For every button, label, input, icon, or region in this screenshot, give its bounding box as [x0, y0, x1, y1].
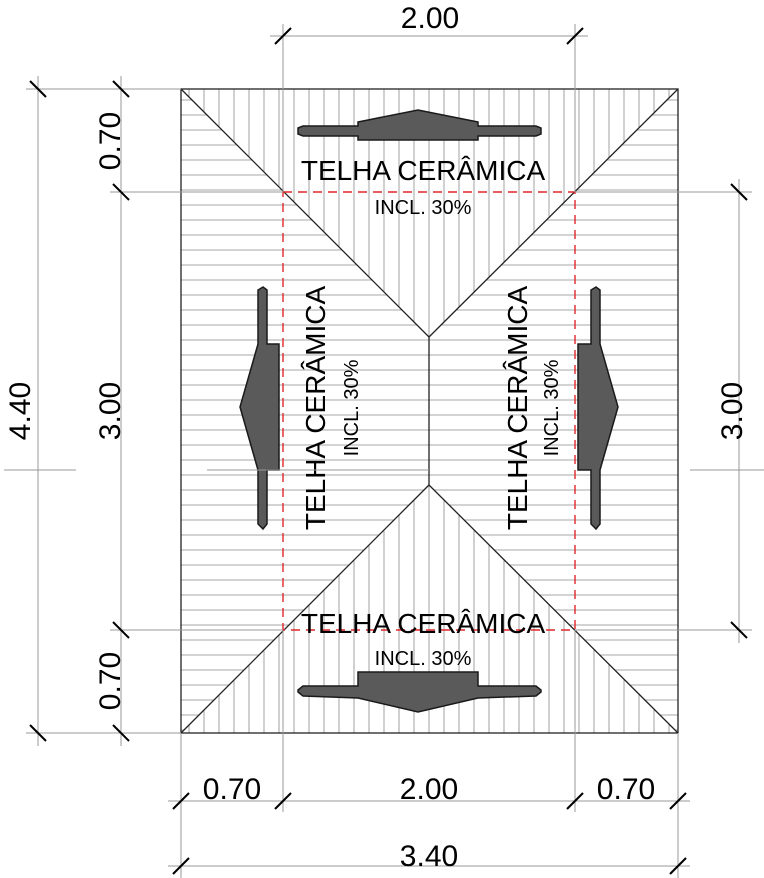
roof-label-right: TELHA CERÂMICA [502, 286, 533, 531]
roof-outline [180, 88, 679, 734]
dimension-bottom-segments: 0.70 2.00 0.70 [168, 630, 690, 878]
slope-label-top: INCL. 30% [375, 197, 472, 219]
roof-label-bottom: TELHA CERÂMICA [301, 608, 546, 639]
dimension-left-segments: 0.70 3.00 0.70 [94, 76, 429, 746]
slope-label-bottom: INCL. 30% [375, 648, 472, 670]
slope-label-right: INCL. 30% [541, 359, 563, 456]
hip-line [428, 484, 679, 734]
slope-arrow-right [577, 286, 619, 531]
dim-bottom-left: 0.70 [203, 773, 261, 806]
roof-label-left: TELHA CERÂMICA [300, 286, 331, 531]
dim-bottom-middle: 2.00 [400, 773, 458, 806]
dimension-left-total: 4.40 [4, 76, 181, 746]
roof-label-top: TELHA CERÂMICA [301, 155, 546, 186]
slope-label-left: INCL. 30% [341, 359, 363, 456]
dimension-right: 3.00 [575, 179, 764, 643]
dim-left-total: 4.40 [4, 382, 37, 440]
wall-outline [282, 191, 576, 631]
hip-line [180, 484, 430, 734]
dim-bottom-total: 3.40 [400, 840, 458, 873]
dim-top-width: 2.00 [401, 2, 459, 35]
dimension-bottom-total: 3.40 [168, 840, 690, 875]
dimension-top: 2.00 [270, 2, 588, 192]
slope-arrow-up [297, 109, 542, 141]
slope-arrow-down [297, 671, 542, 713]
hip-line [428, 88, 679, 338]
hip-line [180, 88, 430, 338]
dim-bottom-right: 0.70 [597, 773, 655, 806]
slope-arrow-left [239, 286, 280, 531]
dim-left-top: 0.70 [94, 112, 127, 170]
dim-left-middle: 3.00 [94, 382, 127, 440]
dim-right-middle: 3.00 [716, 382, 749, 440]
dim-left-bottom: 0.70 [94, 652, 127, 710]
